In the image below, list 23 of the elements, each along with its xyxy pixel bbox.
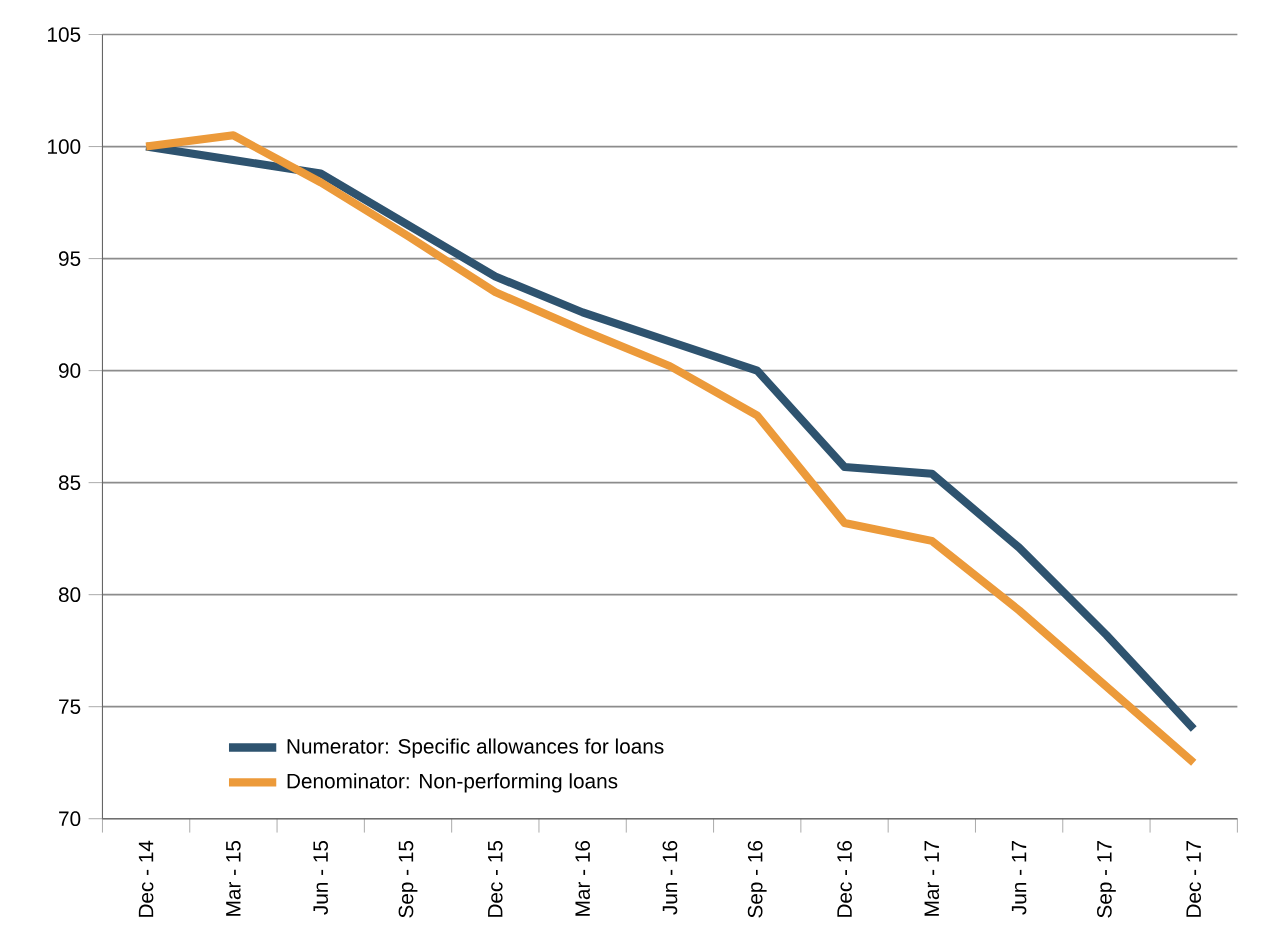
- y-tick-label: 90: [58, 363, 81, 378]
- y-tick-label: 80: [58, 587, 81, 603]
- legend-label: Numerator: Specific allowances for loans: [287, 738, 664, 758]
- x-tick-label: Dec - 14: [138, 840, 154, 917]
- x-tick-label: Mar - 16: [575, 840, 590, 916]
- x-tick-label: Dec - 15: [488, 840, 503, 917]
- x-tick-label: Mar - 15: [226, 840, 241, 916]
- x-tick-label: Mar - 17: [924, 841, 940, 916]
- x-tick-label: Jun - 17: [1011, 841, 1027, 915]
- y-tick-label: 70: [59, 811, 81, 827]
- y-tick-label: 75: [59, 699, 81, 714]
- x-tick-label: Dec - 17: [1186, 841, 1201, 917]
- y-tick-label: 100: [48, 139, 81, 154]
- x-tick-label: Jun - 15: [313, 840, 328, 915]
- x-tick-label: Dec - 16: [837, 840, 852, 917]
- x-tick-label: Jun - 16: [662, 840, 678, 915]
- y-tick-label: 85: [58, 475, 81, 491]
- x-tick-label: Sep - 16: [747, 840, 767, 918]
- x-tick-label: Sep - 15: [398, 840, 418, 918]
- x-tick-label: Sep - 17: [1097, 841, 1116, 918]
- y-tick-label: 105: [48, 27, 81, 42]
- legend-label: Denominator: Non-performing loans: [287, 773, 618, 793]
- y-tick-label: 95: [58, 251, 81, 266]
